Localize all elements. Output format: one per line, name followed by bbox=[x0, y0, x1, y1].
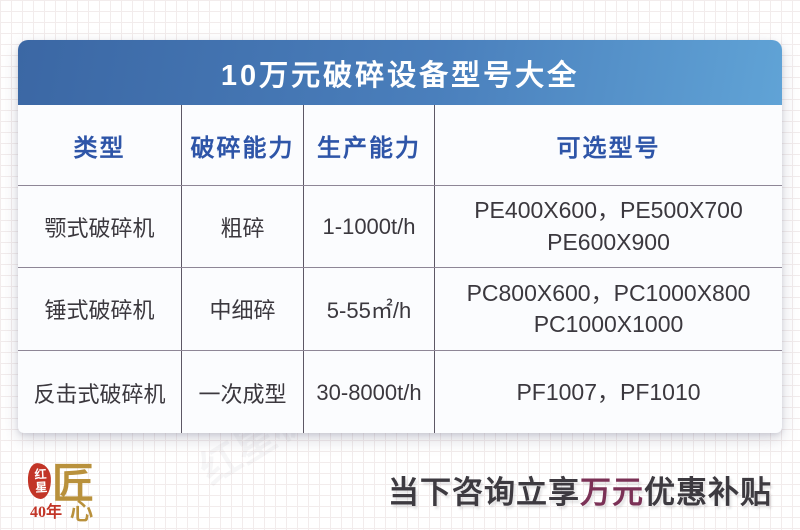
col-header-crush-ability: 破碎能力 bbox=[182, 105, 304, 185]
table-header-row: 类型 破碎能力 生产能力 可选型号 bbox=[18, 105, 782, 186]
promo-suffix: 优惠补贴 bbox=[644, 475, 772, 510]
col-header-capacity: 生产能力 bbox=[304, 105, 435, 185]
models-line-1: PF1007，PF1010 bbox=[516, 378, 701, 405]
models-line-2: PE600X900 bbox=[547, 228, 670, 255]
page-title: 10万元破碎设备型号大全 bbox=[220, 59, 580, 92]
cell-type: 反击式破碎机 bbox=[18, 351, 182, 433]
craft-character: 匠 bbox=[52, 462, 95, 508]
cell-capacity: 5-55㎡/h bbox=[304, 268, 435, 350]
red-seal-icon: 红星 bbox=[27, 462, 52, 500]
cell-crush: 一次成型 bbox=[182, 351, 304, 433]
promo-text: 当下咨询立享万元优惠补贴 bbox=[388, 467, 772, 512]
cell-capacity: 1-1000t/h bbox=[304, 186, 435, 267]
col-header-models: 可选型号 bbox=[556, 134, 661, 162]
models-line-1: PE400X600，PE500X700 bbox=[474, 197, 743, 224]
promo-highlight: 万元 bbox=[580, 475, 644, 510]
cell-type: 锤式破碎机 bbox=[18, 268, 182, 350]
years-text: 40年 bbox=[30, 504, 63, 521]
seal-text: 红星 bbox=[32, 467, 49, 495]
brand-logo: 红星 匠 40年 心 bbox=[26, 456, 96, 524]
title-banner: 10万元破碎设备型号大全 bbox=[18, 40, 782, 105]
heart-character: 心 bbox=[70, 499, 93, 524]
equipment-table-card: 10万元破碎设备型号大全 类型 破碎能力 生产能力 可选型号 颚式破碎机 粗碎 … bbox=[18, 40, 782, 433]
cell-crush: 中细碎 bbox=[182, 268, 304, 350]
cell-models: PC800X600，PC1000X800 PC1000X1000 bbox=[435, 268, 782, 350]
cell-models: PE400X600，PE500X700 PE600X900 bbox=[435, 186, 782, 267]
cell-capacity: 30-8000t/h bbox=[304, 351, 435, 433]
cell-crush: 粗碎 bbox=[182, 186, 304, 267]
promo-prefix: 当下咨询立享 bbox=[388, 475, 580, 510]
cell-type: 颚式破碎机 bbox=[18, 186, 182, 267]
table-row: 颚式破碎机 粗碎 1-1000t/h PE400X600，PE500X700 P… bbox=[18, 186, 782, 268]
col-header-type: 类型 bbox=[18, 105, 182, 185]
table-row: 锤式破碎机 中细碎 5-55㎡/h PC800X600，PC1000X800 P… bbox=[18, 268, 782, 351]
cell-models: PF1007，PF1010 bbox=[435, 351, 782, 433]
models-line-1: PC800X600，PC1000X800 bbox=[466, 279, 751, 306]
models-line-2: PC1000X1000 bbox=[533, 311, 684, 337]
table-row: 反击式破碎机 一次成型 30-8000t/h PF1007，PF1010 bbox=[18, 351, 782, 433]
